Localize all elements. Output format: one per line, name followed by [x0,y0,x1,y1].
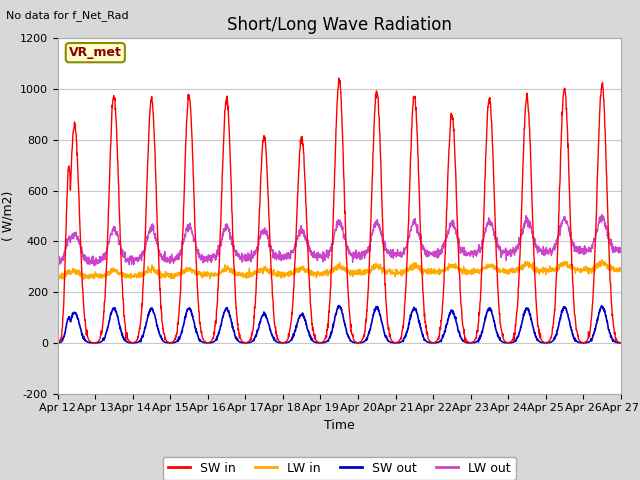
LW out [368,230,376,236]
LW in [54,276,61,281]
SW in [504,340,511,346]
LW out [211,255,219,261]
LW out [90,263,98,269]
LW in [211,273,219,278]
LW out [568,235,575,241]
LW in [503,269,511,275]
SW in [335,75,342,81]
SW out [568,326,575,332]
LW out [617,249,625,254]
LW in [583,267,591,273]
SW out [617,340,625,346]
LW out [583,247,591,252]
SW in [568,249,575,254]
SW out [503,340,511,346]
LW in [568,262,575,268]
LW in [356,268,364,274]
LW in [79,276,87,282]
LW in [598,257,606,263]
SW out [54,340,61,346]
Line: SW out: SW out [58,306,621,343]
Legend: SW in, LW in, SW out, LW out: SW in, LW in, SW out, LW out [163,456,516,480]
SW in [369,179,376,184]
SW in [90,340,98,346]
LW out [598,212,605,217]
LW out [54,257,61,263]
SW out [211,338,219,344]
SW out [598,303,605,309]
SW in [583,337,591,343]
SW in [211,323,219,329]
Line: LW in: LW in [58,260,621,279]
LW in [617,267,625,273]
SW out [583,340,591,346]
Text: No data for f_Net_Rad: No data for f_Net_Rad [6,10,129,21]
Title: Short/Long Wave Radiation: Short/Long Wave Radiation [227,16,452,34]
Y-axis label: ( W/m2): ( W/m2) [1,191,14,241]
LW out [356,250,364,255]
LW in [368,263,376,269]
SW out [368,319,376,324]
SW out [356,340,364,346]
SW in [54,339,61,345]
Line: LW out: LW out [58,215,621,266]
SW out [90,340,98,346]
SW in [617,340,625,346]
Line: SW in: SW in [58,78,621,343]
X-axis label: Time: Time [324,419,355,432]
Text: VR_met: VR_met [69,46,122,59]
LW out [503,251,511,257]
SW in [356,339,364,345]
